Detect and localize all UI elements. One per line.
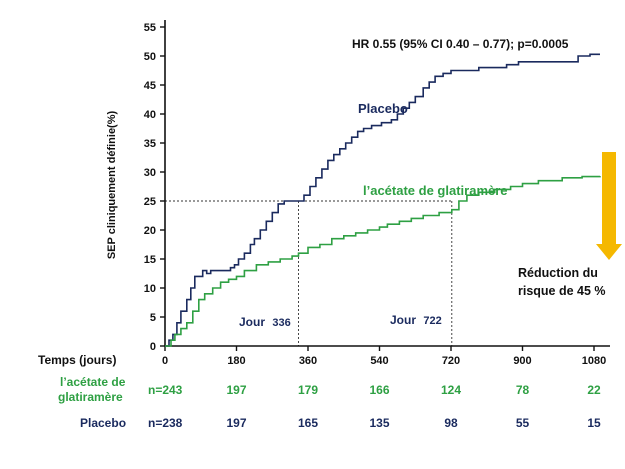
risk-row-label-placebo: Placebo	[80, 416, 126, 430]
placebo-curve	[165, 53, 600, 347]
risk-value: 166	[369, 383, 389, 397]
x-ticks: 0 180 360 540 720 900 1080	[162, 346, 606, 367]
risk-value: n=238	[148, 416, 183, 430]
hr-annotation: HR 0.55 (95% CI 0.40 – 0.77); p=0.0005	[352, 37, 569, 51]
risk-value: 98	[444, 416, 458, 430]
risk-value: 179	[298, 383, 318, 397]
y-tick-label: 40	[144, 109, 156, 121]
series-group	[165, 53, 601, 347]
risk-value: 197	[226, 416, 246, 430]
risk-row-label-glatiramer-1: l’acétate de	[60, 375, 126, 389]
x-tick-label: 720	[442, 355, 460, 367]
risk-value: 197	[226, 383, 246, 397]
y-tick-label: 0	[150, 341, 156, 353]
risk-value: 22	[587, 383, 601, 397]
day-336-label: Jour 336	[239, 315, 291, 329]
y-tick-label: 20	[144, 225, 156, 237]
day-336-word: Jour	[239, 315, 265, 329]
risk-row-label-glatiramer-2: glatiramère	[58, 390, 123, 404]
risk-value: 78	[516, 383, 530, 397]
day-722-word: Jour	[390, 313, 416, 327]
y-tick-label: 5	[150, 312, 156, 324]
time-axis-header: Temps (jours)	[38, 353, 116, 367]
glatiramer-label: l’acétate de glatiramère	[363, 183, 508, 198]
risk-value: 135	[369, 416, 389, 430]
y-tick-label: 30	[144, 167, 156, 179]
risk-reduction-arrow-icon	[596, 152, 622, 260]
y-tick-label: 55	[144, 22, 156, 34]
y-axis-label: SEP cliniquement définie(%)	[106, 111, 118, 260]
y-ticks: 0 5 10 15 20 25 30 35 40 45 50 55	[144, 22, 165, 353]
y-tick-label: 45	[144, 80, 156, 92]
x-tick-label: 360	[299, 355, 317, 367]
x-tick-label: 540	[370, 355, 388, 367]
x-tick-label: 1080	[582, 355, 606, 367]
risk-value: n=243	[148, 383, 183, 397]
placebo-label: Placebo	[358, 101, 408, 116]
risk-value: 15	[587, 416, 601, 430]
risk-value: 55	[516, 416, 530, 430]
risk-value: 124	[441, 383, 461, 397]
x-tick-label: 0	[162, 355, 168, 367]
y-tick-label: 15	[144, 254, 156, 266]
y-tick-label: 35	[144, 138, 156, 150]
y-tick-label: 10	[144, 283, 156, 295]
x-tick-label: 180	[227, 355, 245, 367]
y-tick-label: 50	[144, 51, 156, 63]
risk-table-values: n=243 197 179 166 124 78 22 n=238 197 165 135 98 55 1…	[148, 383, 601, 430]
reduction-line-2: risque de 45 %	[518, 284, 606, 298]
reference-lines	[165, 200, 453, 346]
reduction-line-1: Réduction du	[518, 266, 598, 280]
day-722-label: Jour 722	[390, 313, 442, 327]
glatiramer-curve	[165, 175, 601, 347]
risk-value: 165	[298, 416, 318, 430]
day-722-number: 722	[423, 315, 441, 327]
x-tick-label: 900	[513, 355, 531, 367]
y-tick-label: 25	[144, 196, 156, 208]
day-336-number: 336	[272, 317, 290, 329]
